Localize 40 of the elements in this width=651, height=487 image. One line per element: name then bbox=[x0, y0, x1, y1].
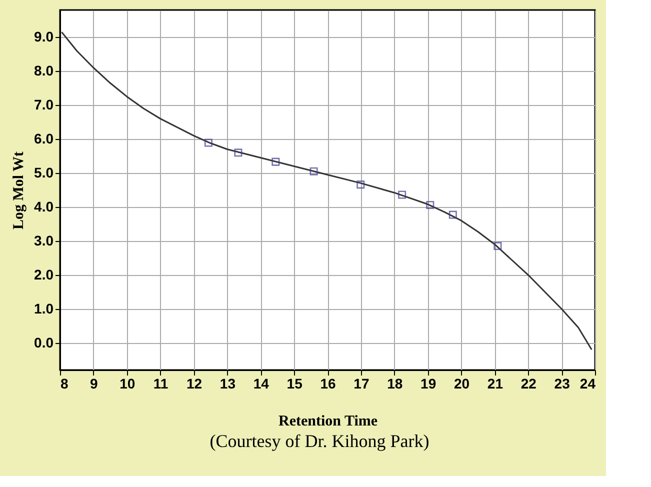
x-tick-label: 21 bbox=[487, 376, 504, 392]
x-tick-label: 23 bbox=[554, 376, 570, 392]
y-tick-label: 1.0 bbox=[34, 300, 54, 316]
x-tick-label: 22 bbox=[520, 376, 537, 392]
point bbox=[310, 167, 318, 176]
line-series bbox=[60, 31, 592, 350]
x-tick-label: 14 bbox=[253, 376, 270, 392]
x-tick-label: 10 bbox=[120, 376, 136, 392]
x-tick-label: 19 bbox=[420, 376, 436, 392]
point bbox=[398, 190, 406, 199]
x-tick-label: 24 bbox=[580, 376, 596, 392]
x-tick-label: 20 bbox=[454, 376, 470, 392]
y-tick-label: 3.0 bbox=[34, 232, 54, 248]
y-tick-label: 5.0 bbox=[34, 164, 54, 181]
x-tick-label: 18 bbox=[387, 376, 403, 392]
x-axis-title: Retention Time bbox=[278, 414, 378, 430]
y-tick-label: 9.0 bbox=[34, 28, 54, 45]
x-tick-label: 13 bbox=[220, 376, 236, 392]
point bbox=[494, 242, 502, 250]
x-tick-label: 17 bbox=[354, 376, 370, 392]
y-axis-title: Log Mol Wt bbox=[11, 151, 28, 230]
point bbox=[448, 210, 457, 219]
y-tick-label: 8.0 bbox=[34, 62, 54, 79]
y-tick-label: 7.0 bbox=[34, 96, 54, 113]
x-tick-label: 9 bbox=[90, 376, 98, 392]
point bbox=[426, 200, 434, 209]
point bbox=[204, 138, 212, 147]
y-tick-label: 4.0 bbox=[34, 198, 54, 214]
x-tick-label: 12 bbox=[186, 376, 202, 392]
x-tick-label: 16 bbox=[320, 376, 336, 392]
y-tick-label: 2.0 bbox=[34, 266, 54, 282]
y-tick-label: 0.0 bbox=[34, 334, 54, 350]
x-tick-label: 15 bbox=[286, 376, 303, 392]
point bbox=[356, 180, 365, 189]
y-tick-label: 6.0 bbox=[34, 130, 54, 147]
point bbox=[272, 158, 280, 166]
point bbox=[234, 148, 242, 157]
x-tick-label: 8 bbox=[60, 376, 68, 392]
text: (Courtesy of Dr. Kihong Park) bbox=[210, 431, 430, 451]
x-tick-label: 11 bbox=[153, 376, 168, 392]
